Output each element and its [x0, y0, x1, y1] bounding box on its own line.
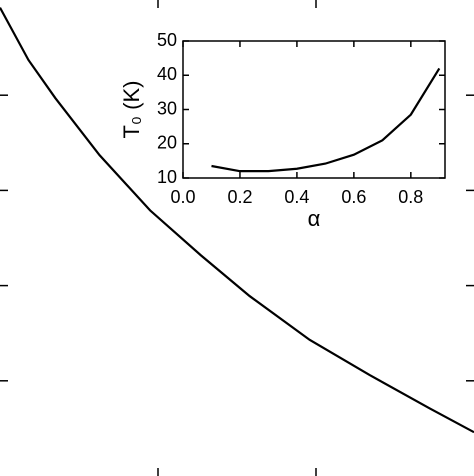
y-tick-label: 40: [157, 64, 177, 84]
y-tick-label: 20: [157, 133, 177, 153]
data-line: [211, 67, 441, 173]
plot-frame: [182, 40, 446, 179]
data-line: [0, 7, 474, 434]
x-tick-label: 0.0: [170, 187, 195, 207]
x-tick-label: 0.4: [284, 187, 309, 207]
x-tick-label: 0.2: [227, 187, 252, 207]
y-tick-label: 10: [157, 167, 177, 187]
y-tick-label: 50: [157, 30, 177, 50]
y-tick-label: 30: [157, 98, 177, 118]
x-tick-label: 0.6: [341, 187, 366, 207]
x-axis-label: α: [308, 206, 321, 231]
y-axis-label: T₀ (K): [119, 80, 144, 138]
x-tick-label: 0.8: [398, 187, 423, 207]
